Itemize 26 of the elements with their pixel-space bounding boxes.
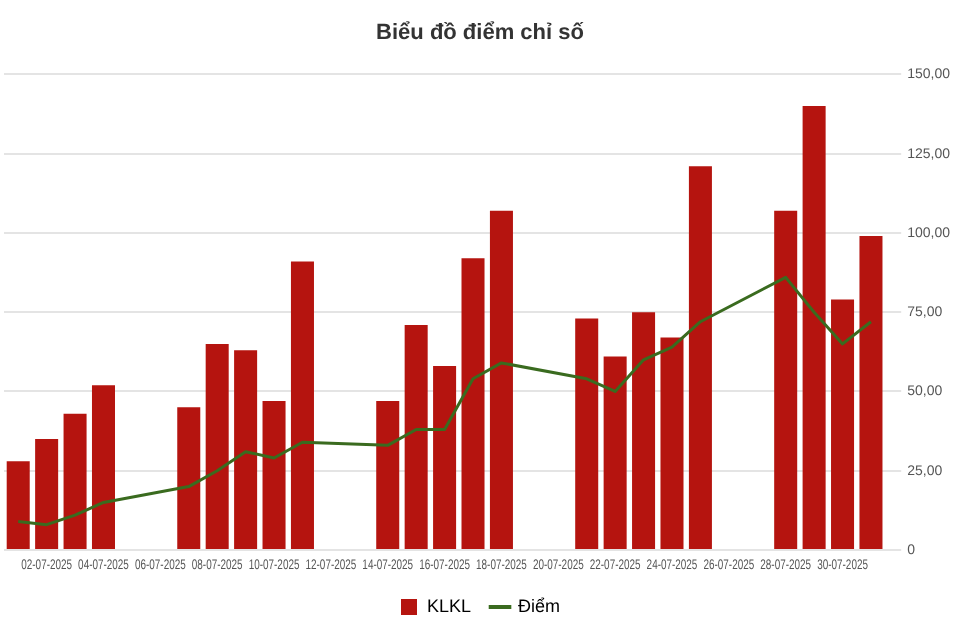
bar	[489, 210, 513, 549]
bar	[433, 366, 457, 549]
legend-label: Điểm	[518, 595, 561, 616]
bar	[63, 413, 87, 549]
bar	[774, 210, 798, 549]
bar	[91, 385, 115, 549]
bar	[575, 318, 599, 549]
bar	[262, 400, 286, 549]
bar	[6, 461, 30, 549]
bar	[802, 106, 826, 549]
chart-title: Biểu đồ điểm chỉ số	[376, 21, 585, 46]
bar	[234, 350, 258, 549]
bar	[603, 356, 627, 549]
bar	[831, 299, 855, 549]
legend-label: KLKL	[426, 595, 472, 616]
bar	[177, 407, 201, 549]
bar	[859, 236, 883, 549]
bar	[660, 337, 684, 549]
bar	[290, 261, 314, 549]
bar	[376, 400, 400, 549]
bar	[632, 312, 656, 549]
bar	[461, 258, 485, 549]
bar	[404, 324, 428, 549]
bar	[35, 439, 59, 549]
bar	[205, 343, 229, 549]
bar	[688, 166, 712, 549]
